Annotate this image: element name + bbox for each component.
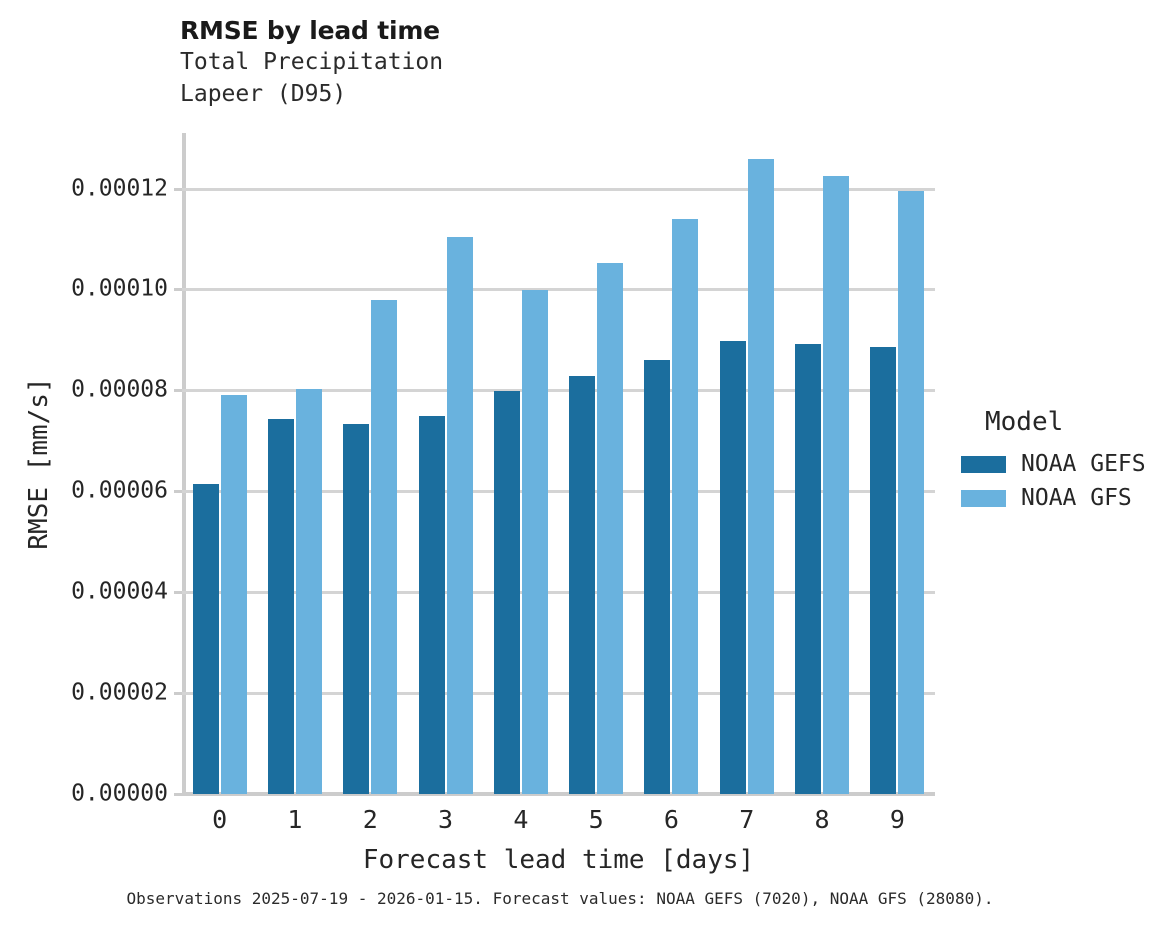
y-tick-mark xyxy=(174,389,182,393)
x-tick-label: 9 xyxy=(889,805,905,834)
x-tick-label: 4 xyxy=(513,805,529,834)
x-tick-label: 5 xyxy=(588,805,604,834)
gridline xyxy=(182,692,935,696)
gridline xyxy=(182,389,935,393)
legend-item-noaa-gfs[interactable]: NOAA GFS xyxy=(961,481,1175,515)
x-tick-label: 2 xyxy=(362,805,378,834)
x-axis-line xyxy=(182,792,935,796)
bar-noaa-gefs-day-8 xyxy=(795,343,822,794)
y-tick-label: 0.00012 xyxy=(71,175,168,201)
x-tick-label: 1 xyxy=(287,805,303,834)
title-block: RMSE by lead time Total Precipitation La… xyxy=(180,16,880,110)
gridline xyxy=(182,490,935,494)
chart-subtitle-location: Lapeer (D95) xyxy=(180,81,347,107)
y-tick-label: 0.00006 xyxy=(71,477,168,504)
bars-layer xyxy=(182,133,935,794)
chart-subtitle-variable: Total Precipitation xyxy=(180,49,444,75)
y-tick-label: 0.00000 xyxy=(71,780,168,807)
gridline xyxy=(182,288,935,292)
bar-noaa-gefs-day-4 xyxy=(493,390,520,794)
legend-label: NOAA GFS xyxy=(1021,485,1132,511)
bar-noaa-gefs-day-0 xyxy=(192,484,219,794)
bar-noaa-gfs-day-9 xyxy=(898,191,925,794)
legend-swatch xyxy=(961,455,1006,473)
legend-swatch xyxy=(961,489,1006,507)
y-tick-mark xyxy=(174,591,182,595)
bar-noaa-gefs-day-3 xyxy=(418,415,445,794)
page-title: RMSE by lead time xyxy=(180,16,440,45)
legend-item-noaa-gefs[interactable]: NOAA GEFS xyxy=(961,447,1175,481)
bar-noaa-gefs-day-9 xyxy=(870,346,897,794)
x-tick-label: 6 xyxy=(663,805,679,834)
y-tick-label: 0.00004 xyxy=(71,578,168,605)
y-axis-line xyxy=(182,133,186,794)
bar-noaa-gefs-day-2 xyxy=(343,423,370,794)
y-tick-mark xyxy=(174,288,182,292)
legend-title: Model xyxy=(985,407,1064,437)
bar-noaa-gfs-day-6 xyxy=(672,218,699,794)
y-axis-title: RMSE [mm/s] xyxy=(24,377,54,550)
y-tick-label: 0.00002 xyxy=(71,679,168,706)
x-tick-label: 8 xyxy=(814,805,830,834)
y-tick-mark xyxy=(174,793,182,796)
footnote: Observations 2025-07-19 - 2026-01-15. Fo… xyxy=(126,889,994,908)
x-tick-label: 7 xyxy=(739,805,755,834)
y-tick-mark xyxy=(174,692,182,696)
y-tick-label: 0.00010 xyxy=(71,275,168,302)
y-tick-label: 0.00008 xyxy=(71,376,168,403)
bar-noaa-gfs-day-0 xyxy=(220,395,247,794)
y-tick-mark xyxy=(174,187,182,191)
bar-noaa-gefs-day-5 xyxy=(569,376,596,794)
bar-noaa-gfs-day-2 xyxy=(371,299,398,794)
bar-noaa-gfs-day-7 xyxy=(747,159,774,794)
x-axis-title: Forecast lead time [days] xyxy=(362,845,755,875)
bar-noaa-gefs-day-1 xyxy=(267,418,294,794)
bar-noaa-gfs-day-4 xyxy=(521,290,548,794)
legend-label: NOAA GEFS xyxy=(1021,451,1146,477)
gridline xyxy=(182,187,935,191)
legend-entries: NOAA GEFS NOAA GFS xyxy=(961,447,1175,515)
plot-area: 0.00000 0.00002 0.00004 0.00006 0.00008 0.000… xyxy=(71,133,935,805)
bar-noaa-gfs-day-5 xyxy=(597,263,624,794)
x-tick-label: 3 xyxy=(438,805,454,834)
bar-noaa-gefs-day-6 xyxy=(644,360,671,794)
gridline xyxy=(182,591,935,595)
bar-noaa-gefs-day-7 xyxy=(719,341,746,794)
x-tick-label: 0 xyxy=(212,805,228,834)
legend: Model NOAA GEFS NOAA GFS xyxy=(961,406,1175,515)
y-tick-mark xyxy=(174,490,182,494)
bar-noaa-gfs-day-8 xyxy=(823,176,850,794)
bar-noaa-gfs-day-1 xyxy=(295,388,322,794)
bar-noaa-gfs-day-3 xyxy=(446,237,473,794)
